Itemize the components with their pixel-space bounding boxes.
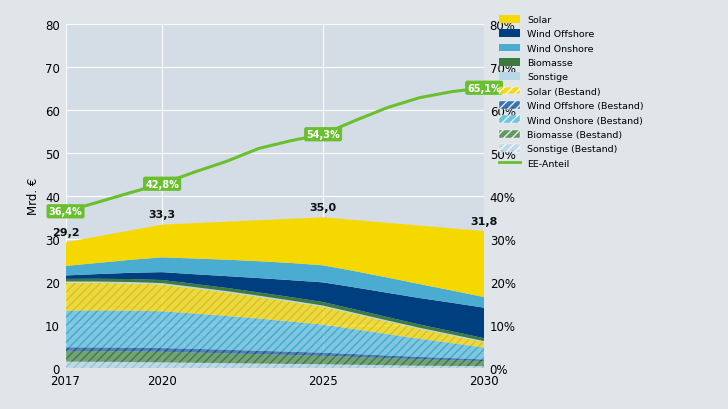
Text: 31,8: 31,8 [470, 216, 498, 227]
Text: 35,0: 35,0 [309, 203, 336, 213]
Text: 42,8%: 42,8% [145, 179, 179, 189]
Text: 54,3%: 54,3% [306, 130, 340, 140]
Text: 33,3: 33,3 [149, 210, 175, 220]
Text: 65,1%: 65,1% [467, 83, 501, 94]
Text: 36,4%: 36,4% [49, 207, 82, 217]
Legend: Solar, Wind Offshore, Wind Onshore, Biomasse, Sonstige, Solar (Bestand), Wind Of: Solar, Wind Offshore, Wind Onshore, Biom… [496, 13, 646, 171]
Y-axis label: Mrd. €: Mrd. € [26, 178, 39, 215]
Text: 29,2: 29,2 [52, 227, 79, 238]
